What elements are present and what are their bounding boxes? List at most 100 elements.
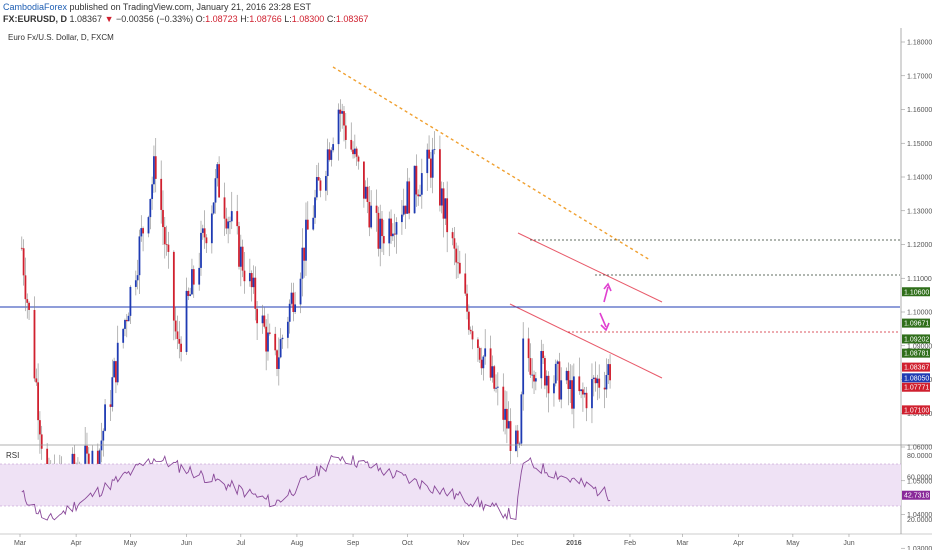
candle-body[interactable] (138, 236, 141, 276)
candle-body[interactable] (547, 375, 550, 394)
candle-body[interactable] (286, 321, 289, 338)
candle-body[interactable] (592, 377, 595, 380)
candle-body[interactable] (495, 387, 497, 389)
candle-body[interactable] (569, 380, 572, 390)
candle-body[interactable] (163, 227, 166, 245)
candle-body[interactable] (24, 275, 27, 300)
candle-body[interactable] (466, 293, 468, 312)
candle-body[interactable] (420, 173, 423, 195)
candle-body[interactable] (256, 308, 259, 324)
candle-body[interactable] (355, 148, 358, 157)
candle-body[interactable] (290, 292, 293, 304)
candle-body[interactable] (406, 181, 409, 214)
candle-body[interactable] (212, 202, 215, 214)
candle-body[interactable] (306, 219, 309, 230)
candle-body[interactable] (578, 376, 581, 392)
candle-body[interactable] (505, 408, 508, 429)
candle-body[interactable] (142, 228, 144, 234)
candle-body[interactable] (402, 205, 405, 215)
candle-body[interactable] (583, 392, 586, 395)
candle-body[interactable] (267, 332, 269, 352)
candle-body[interactable] (238, 226, 240, 267)
candle-body[interactable] (507, 421, 510, 429)
rsi-axis[interactable]: 80.0000 60.0000 20.0000 42.7318 (902, 453, 932, 524)
candle-body[interactable] (281, 337, 284, 340)
candle-body[interactable] (314, 197, 316, 218)
candle-body[interactable] (122, 328, 125, 343)
candle-body[interactable] (230, 211, 233, 222)
candle-body[interactable] (382, 236, 385, 244)
candle-body[interactable] (426, 149, 429, 174)
candle-body[interactable] (393, 233, 396, 235)
candle-body[interactable] (484, 348, 487, 357)
candle-body[interactable] (115, 361, 117, 383)
candle-body[interactable] (22, 248, 25, 276)
candle-body[interactable] (33, 309, 36, 379)
candle-body[interactable] (533, 374, 535, 382)
candle-body[interactable] (516, 430, 519, 444)
candle-body[interactable] (116, 342, 119, 383)
candle-body[interactable] (125, 319, 128, 322)
candle-body[interactable] (165, 244, 168, 246)
candle-body[interactable] (301, 247, 304, 279)
candle-body[interactable] (104, 404, 106, 431)
candle-body[interactable] (534, 378, 537, 382)
candle-body[interactable] (343, 111, 345, 126)
candle-body[interactable] (191, 269, 193, 295)
candle-body[interactable] (553, 383, 555, 394)
candle-body[interactable] (174, 320, 177, 332)
candle-body[interactable] (544, 358, 546, 386)
candle-body[interactable] (413, 165, 416, 214)
candle-body[interactable] (214, 178, 217, 203)
candle-body[interactable] (279, 339, 282, 358)
rsi-line[interactable] (21, 454, 611, 521)
candle-body[interactable] (471, 331, 474, 340)
candle-body[interactable] (160, 178, 163, 210)
candle-body[interactable] (419, 194, 421, 197)
candle-body[interactable] (243, 270, 246, 282)
candle-body[interactable] (218, 164, 220, 198)
candle-body[interactable] (263, 315, 266, 327)
candle-body[interactable] (388, 218, 391, 244)
candle-body[interactable] (151, 184, 154, 199)
candle-body[interactable] (154, 156, 157, 179)
candle-body[interactable] (134, 280, 137, 287)
candle-body[interactable] (162, 209, 164, 228)
candle-body[interactable] (147, 217, 150, 234)
candle-body[interactable] (502, 386, 505, 420)
candle-body[interactable] (518, 443, 521, 445)
candle-body[interactable] (556, 361, 559, 364)
candle-body[interactable] (415, 165, 418, 195)
candle-body[interactable] (39, 420, 41, 435)
candle-body[interactable] (558, 361, 561, 400)
candle-body[interactable] (73, 453, 76, 472)
candle-body[interactable] (288, 303, 291, 322)
candle-body[interactable] (451, 232, 454, 239)
candle-body[interactable] (312, 217, 315, 230)
candle-body[interactable] (522, 338, 525, 395)
candle-body[interactable] (442, 188, 445, 219)
candle-body[interactable] (153, 156, 155, 185)
candle-body[interactable] (504, 408, 506, 420)
candle-body[interactable] (241, 246, 244, 271)
candle-body[interactable] (370, 205, 373, 228)
channel-upper-line[interactable] (517, 232, 663, 303)
candle-body[interactable] (109, 404, 112, 407)
candle-body[interactable] (457, 262, 459, 264)
candle-body[interactable] (319, 180, 322, 191)
candle-body[interactable] (531, 374, 534, 376)
candle-body[interactable] (236, 211, 239, 227)
candle-body[interactable] (404, 205, 407, 214)
candle-body[interactable] (239, 246, 242, 267)
candle-body[interactable] (344, 125, 347, 140)
candle-body[interactable] (326, 149, 329, 177)
candle-body[interactable] (84, 445, 87, 478)
candle-body[interactable] (250, 273, 253, 288)
candle-body[interactable] (444, 198, 447, 219)
candle-body[interactable] (363, 161, 365, 199)
candle-body[interactable] (127, 315, 130, 322)
candle-body[interactable] (431, 149, 434, 178)
candle-body[interactable] (149, 198, 152, 218)
candle-body[interactable] (26, 299, 29, 303)
candle-body[interactable] (609, 364, 611, 381)
